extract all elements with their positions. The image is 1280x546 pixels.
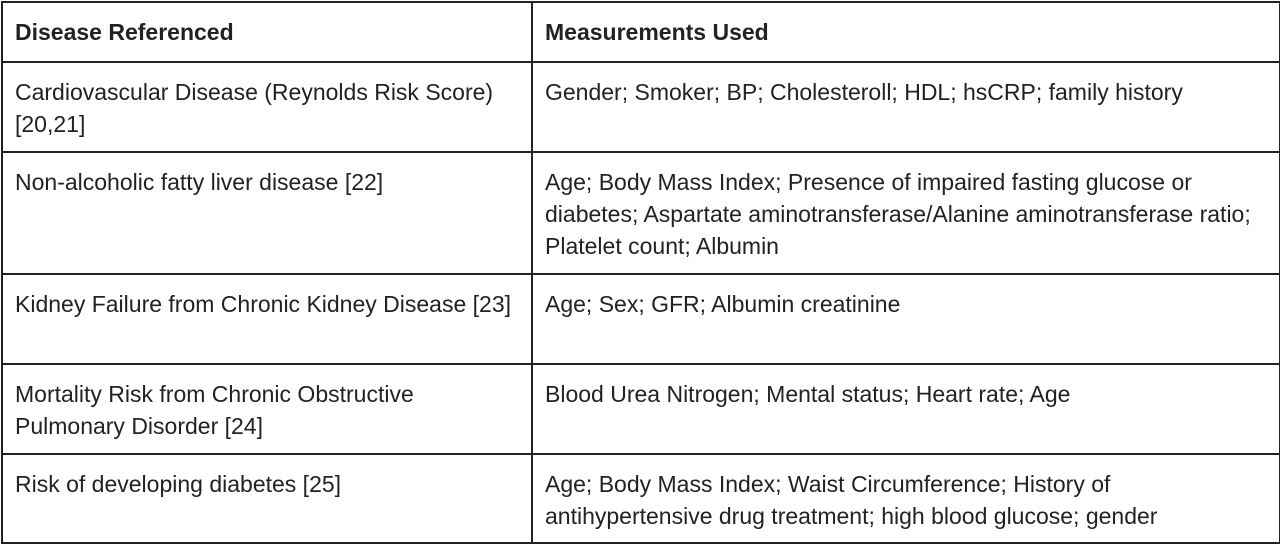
table-header-row: Disease Referenced Measurements Used [1,1,1280,63]
table-row: Non-alcoholic fatty liver disease [22] A… [1,151,1280,275]
disease-cell: Non-alcoholic fatty liver disease [22] [1,151,533,275]
table-row: Mortality Risk from Chronic Obstructive … [1,363,1280,455]
measurements-cell: Age; Body Mass Index; Waist Circumferenc… [531,453,1280,544]
disease-cell: Kidney Failure from Chronic Kidney Disea… [1,273,533,365]
disease-cell: Mortality Risk from Chronic Obstructive … [1,363,533,455]
table-row: Cardiovascular Disease (Reynolds Risk Sc… [1,61,1280,153]
column-header-measurements: Measurements Used [531,1,1280,63]
measurements-cell: Blood Urea Nitrogen; Mental status; Hear… [531,363,1280,455]
measurements-cell: Age; Sex; GFR; Albumin creatinine [531,273,1280,365]
table-row: Kidney Failure from Chronic Kidney Disea… [1,273,1280,365]
disease-cell: Cardiovascular Disease (Reynolds Risk Sc… [1,61,533,153]
column-header-disease: Disease Referenced [1,1,533,63]
measurements-cell: Age; Body Mass Index; Presence of impair… [531,151,1280,275]
measurements-cell: Gender; Smoker; BP; Cholesteroll; HDL; h… [531,61,1280,153]
table-row: Risk of developing diabetes [25] Age; Bo… [1,453,1280,544]
disease-cell: Risk of developing diabetes [25] [1,453,533,544]
